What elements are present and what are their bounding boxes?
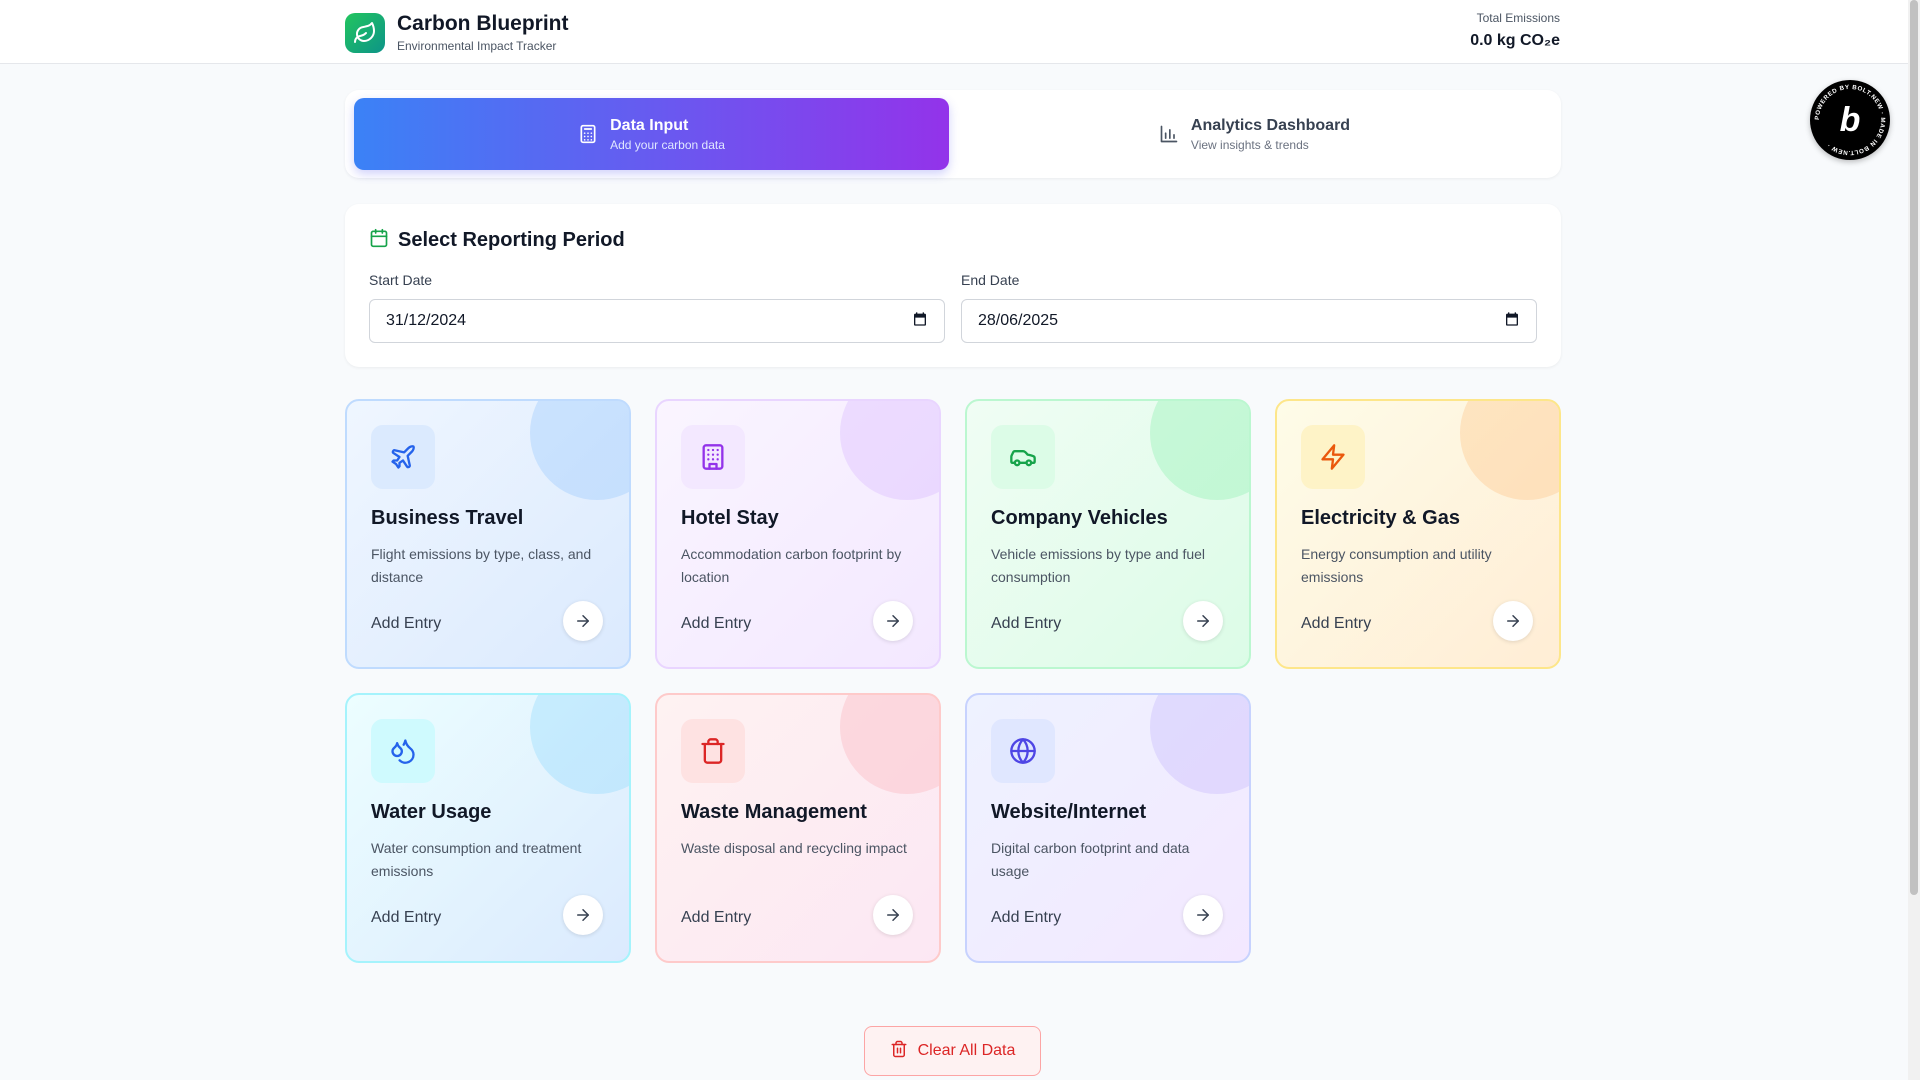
badge-letter: b bbox=[1840, 101, 1861, 139]
page-scrollbar[interactable] bbox=[1908, 0, 1920, 1080]
category-card-water-usage[interactable]: Water Usage Water consumption and treatm… bbox=[345, 693, 631, 963]
leaf-icon bbox=[345, 13, 385, 53]
view-tabs: Data Input Add your carbon data Analytic… bbox=[345, 90, 1561, 178]
card-title: Website/Internet bbox=[991, 801, 1147, 823]
app-subtitle: Environmental Impact Tracker bbox=[397, 39, 557, 53]
globe-icon bbox=[991, 719, 1055, 783]
card-title: Waste Management bbox=[681, 801, 867, 823]
card-title: Electricity & Gas bbox=[1301, 507, 1460, 529]
card-description: Energy consumption and utility emissions bbox=[1301, 546, 1492, 585]
arrow-right-icon[interactable] bbox=[1183, 895, 1223, 935]
category-card-business-travel[interactable]: Business Travel Flight emissions by type… bbox=[345, 399, 631, 669]
add-entry-label: Add Entry bbox=[1301, 615, 1372, 632]
card-description: Accommodation carbon footprint by locati… bbox=[681, 546, 902, 585]
card-description: Flight emissions by type, class, and dis… bbox=[371, 546, 592, 585]
calendar-icon bbox=[369, 228, 389, 253]
add-entry-label: Add Entry bbox=[991, 909, 1062, 926]
tab-analytics-subtitle: View insights & trends bbox=[1190, 137, 1309, 152]
app-title: Carbon Blueprint bbox=[397, 12, 569, 35]
start-date-label: Start Date bbox=[369, 272, 433, 288]
end-date-label: End Date bbox=[961, 272, 1020, 288]
tab-data-input-subtitle: Add your carbon data bbox=[610, 137, 725, 152]
zap-icon bbox=[1301, 425, 1365, 489]
tab-data-input[interactable]: Data Input Add your carbon data bbox=[354, 98, 949, 170]
card-description: Water consumption and treatment emission… bbox=[371, 840, 582, 879]
category-card-website-internet[interactable]: Website/Internet Digital carbon footprin… bbox=[965, 693, 1251, 963]
add-entry-label: Add Entry bbox=[681, 615, 752, 632]
category-card-company-vehicles[interactable]: Company Vehicles Vehicle emissions by ty… bbox=[965, 399, 1251, 669]
top-header: Carbon Blueprint Environmental Impact Tr… bbox=[0, 0, 1908, 64]
building-icon bbox=[681, 425, 745, 489]
car-icon bbox=[991, 425, 1055, 489]
add-entry-label: Add Entry bbox=[371, 615, 442, 632]
card-description: Digital carbon footprint and data usage bbox=[991, 840, 1190, 879]
arrow-right-icon[interactable] bbox=[1493, 601, 1533, 641]
tab-data-input-title: Data Input bbox=[610, 116, 689, 134]
reporting-period-title: Select Reporting Period bbox=[398, 229, 625, 251]
calendar-picker-icon[interactable] bbox=[912, 311, 928, 332]
card-title: Business Travel bbox=[371, 507, 524, 529]
card-title: Company Vehicles bbox=[991, 507, 1168, 529]
category-card-hotel-stay[interactable]: Hotel Stay Accommodation carbon footprin… bbox=[655, 399, 941, 669]
plane-icon bbox=[371, 425, 435, 489]
category-card-waste-management[interactable]: Waste Management Waste disposal and recy… bbox=[655, 693, 941, 963]
arrow-right-icon[interactable] bbox=[873, 601, 913, 641]
card-title: Water Usage bbox=[371, 801, 492, 823]
card-title: Hotel Stay bbox=[681, 507, 779, 529]
clear-all-data-button[interactable]: Clear All Data bbox=[864, 1026, 1041, 1076]
total-emissions: Total Emissions 0.0 kg CO₂e bbox=[1470, 10, 1560, 50]
reporting-period-panel: Select Reporting Period Start Date 31/12… bbox=[345, 204, 1561, 367]
card-description: Waste disposal and recycling impact bbox=[681, 840, 907, 856]
end-date-value: 28/06/2025 bbox=[978, 312, 1059, 329]
arrow-right-icon[interactable] bbox=[563, 895, 603, 935]
clear-all-data-label: Clear All Data bbox=[917, 1042, 1016, 1059]
start-date-value: 31/12/2024 bbox=[386, 312, 467, 329]
add-entry-label: Add Entry bbox=[681, 909, 752, 926]
arrow-right-icon[interactable] bbox=[563, 601, 603, 641]
category-card-electricity-gas[interactable]: Electricity & Gas Energy consumption and… bbox=[1275, 399, 1561, 669]
total-emissions-label: Total Emissions bbox=[1476, 11, 1560, 25]
tab-analytics-title: Analytics Dashboard bbox=[1190, 116, 1351, 134]
trash-icon bbox=[681, 719, 745, 783]
bolt-badge[interactable]: POWERED BY BOLT.NEW · MADE IN BOLT.NEW ·… bbox=[1810, 80, 1890, 160]
trash-icon bbox=[890, 1040, 908, 1063]
reporting-period-heading: Select Reporting Period bbox=[369, 228, 625, 253]
calendar-picker-icon[interactable] bbox=[1504, 311, 1520, 332]
add-entry-label: Add Entry bbox=[371, 909, 442, 926]
card-description: Vehicle emissions by type and fuel consu… bbox=[991, 546, 1206, 585]
brand[interactable]: Carbon Blueprint Environmental Impact Tr… bbox=[345, 12, 569, 54]
arrow-right-icon[interactable] bbox=[873, 895, 913, 935]
droplets-icon bbox=[371, 719, 435, 783]
add-entry-label: Add Entry bbox=[991, 615, 1062, 632]
calculator-icon bbox=[578, 124, 598, 144]
total-emissions-value: 0.0 kg CO₂e bbox=[1470, 32, 1560, 49]
tab-analytics-dashboard[interactable]: Analytics Dashboard View insights & tren… bbox=[957, 98, 1552, 170]
end-date-input[interactable]: 28/06/2025 bbox=[961, 299, 1537, 343]
start-date-input[interactable]: 31/12/2024 bbox=[369, 299, 945, 343]
scrollbar-thumb[interactable] bbox=[1910, 0, 1918, 895]
arrow-right-icon[interactable] bbox=[1183, 601, 1223, 641]
bar-chart-icon bbox=[1159, 124, 1179, 144]
